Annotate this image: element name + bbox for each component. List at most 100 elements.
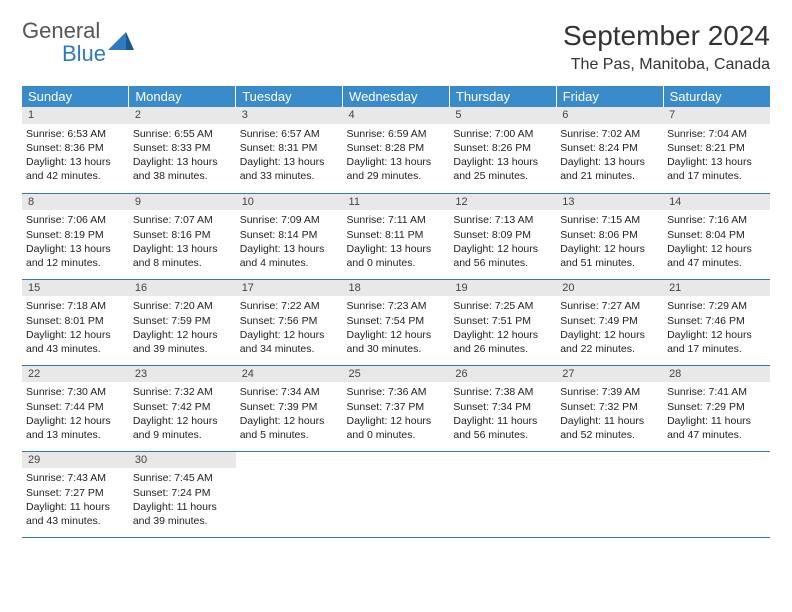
sunrise-text: Sunrise: 7:36 AM xyxy=(347,385,446,399)
sunset-text: Sunset: 7:49 PM xyxy=(560,314,659,328)
day-number: 22 xyxy=(22,366,129,383)
sunset-text: Sunset: 8:28 PM xyxy=(347,141,446,155)
daylight-text: and 56 minutes. xyxy=(453,428,552,442)
day-number: 10 xyxy=(236,194,343,211)
sunrise-text: Sunrise: 7:38 AM xyxy=(453,385,552,399)
logo-text-general: General xyxy=(22,18,100,43)
day-number: 17 xyxy=(236,280,343,297)
daylight-text: Daylight: 13 hours xyxy=(347,155,446,169)
sunrise-text: Sunrise: 7:20 AM xyxy=(133,299,232,313)
calendar-cell: 20Sunrise: 7:27 AMSunset: 7:49 PMDayligh… xyxy=(556,279,663,365)
weekday-wednesday: Wednesday xyxy=(343,86,450,107)
weekday-monday: Monday xyxy=(129,86,236,107)
calendar-cell: 25Sunrise: 7:36 AMSunset: 7:37 PMDayligh… xyxy=(343,365,450,451)
sunset-text: Sunset: 7:56 PM xyxy=(240,314,339,328)
day-number: 23 xyxy=(129,366,236,383)
sunset-text: Sunset: 8:01 PM xyxy=(26,314,125,328)
title-block: September 2024 The Pas, Manitoba, Canada xyxy=(563,20,770,74)
sunset-text: Sunset: 7:42 PM xyxy=(133,400,232,414)
sunrise-text: Sunrise: 6:59 AM xyxy=(347,127,446,141)
daylight-text: Daylight: 12 hours xyxy=(453,328,552,342)
logo-text-blue: Blue xyxy=(62,41,106,66)
weekday-thursday: Thursday xyxy=(449,86,556,107)
daylight-text: Daylight: 13 hours xyxy=(240,242,339,256)
calendar-cell: 23Sunrise: 7:32 AMSunset: 7:42 PMDayligh… xyxy=(129,365,236,451)
daylight-text: and 47 minutes. xyxy=(667,428,766,442)
sunrise-text: Sunrise: 7:27 AM xyxy=(560,299,659,313)
daylight-text: and 0 minutes. xyxy=(347,256,446,270)
daylight-text: and 39 minutes. xyxy=(133,514,232,528)
month-title: September 2024 xyxy=(563,20,770,52)
calendar-cell: 18Sunrise: 7:23 AMSunset: 7:54 PMDayligh… xyxy=(343,279,450,365)
sunset-text: Sunset: 7:29 PM xyxy=(667,400,766,414)
calendar-cell: 7Sunrise: 7:04 AMSunset: 8:21 PMDaylight… xyxy=(663,107,770,193)
calendar-cell xyxy=(449,451,556,537)
calendar-cell: 1Sunrise: 6:53 AMSunset: 8:36 PMDaylight… xyxy=(22,107,129,193)
sunrise-text: Sunrise: 7:07 AM xyxy=(133,213,232,227)
day-number: 14 xyxy=(663,194,770,211)
sunrise-text: Sunrise: 7:16 AM xyxy=(667,213,766,227)
calendar-cell: 9Sunrise: 7:07 AMSunset: 8:16 PMDaylight… xyxy=(129,193,236,279)
calendar-cell: 2Sunrise: 6:55 AMSunset: 8:33 PMDaylight… xyxy=(129,107,236,193)
day-number: 6 xyxy=(556,107,663,124)
calendar-cell: 10Sunrise: 7:09 AMSunset: 8:14 PMDayligh… xyxy=(236,193,343,279)
calendar-cell xyxy=(236,451,343,537)
calendar-cell: 21Sunrise: 7:29 AMSunset: 7:46 PMDayligh… xyxy=(663,279,770,365)
weekday-friday: Friday xyxy=(556,86,663,107)
daylight-text: Daylight: 13 hours xyxy=(26,242,125,256)
calendar-row: 15Sunrise: 7:18 AMSunset: 8:01 PMDayligh… xyxy=(22,279,770,365)
sunrise-text: Sunrise: 7:45 AM xyxy=(133,471,232,485)
daylight-text: and 33 minutes. xyxy=(240,169,339,183)
sunrise-text: Sunrise: 7:04 AM xyxy=(667,127,766,141)
sunset-text: Sunset: 8:26 PM xyxy=(453,141,552,155)
calendar-cell: 5Sunrise: 7:00 AMSunset: 8:26 PMDaylight… xyxy=(449,107,556,193)
daylight-text: and 30 minutes. xyxy=(347,342,446,356)
daylight-text: and 38 minutes. xyxy=(133,169,232,183)
daylight-text: Daylight: 12 hours xyxy=(240,414,339,428)
daylight-text: and 39 minutes. xyxy=(133,342,232,356)
calendar-table: Sunday Monday Tuesday Wednesday Thursday… xyxy=(22,86,770,538)
sunset-text: Sunset: 8:33 PM xyxy=(133,141,232,155)
sunset-text: Sunset: 7:46 PM xyxy=(667,314,766,328)
daylight-text: Daylight: 12 hours xyxy=(560,242,659,256)
sunset-text: Sunset: 7:32 PM xyxy=(560,400,659,414)
calendar-cell: 4Sunrise: 6:59 AMSunset: 8:28 PMDaylight… xyxy=(343,107,450,193)
day-number: 11 xyxy=(343,194,450,211)
sunrise-text: Sunrise: 7:22 AM xyxy=(240,299,339,313)
daylight-text: and 9 minutes. xyxy=(133,428,232,442)
calendar-cell: 27Sunrise: 7:39 AMSunset: 7:32 PMDayligh… xyxy=(556,365,663,451)
calendar-cell: 22Sunrise: 7:30 AMSunset: 7:44 PMDayligh… xyxy=(22,365,129,451)
daylight-text: and 34 minutes. xyxy=(240,342,339,356)
sunrise-text: Sunrise: 7:02 AM xyxy=(560,127,659,141)
sunrise-text: Sunrise: 7:39 AM xyxy=(560,385,659,399)
daylight-text: and 52 minutes. xyxy=(560,428,659,442)
daylight-text: and 26 minutes. xyxy=(453,342,552,356)
daylight-text: Daylight: 11 hours xyxy=(453,414,552,428)
daylight-text: and 29 minutes. xyxy=(347,169,446,183)
sunset-text: Sunset: 7:59 PM xyxy=(133,314,232,328)
sunset-text: Sunset: 8:31 PM xyxy=(240,141,339,155)
daylight-text: Daylight: 13 hours xyxy=(667,155,766,169)
sunrise-text: Sunrise: 6:57 AM xyxy=(240,127,339,141)
daylight-text: Daylight: 12 hours xyxy=(560,328,659,342)
sunset-text: Sunset: 7:34 PM xyxy=(453,400,552,414)
calendar-cell: 30Sunrise: 7:45 AMSunset: 7:24 PMDayligh… xyxy=(129,451,236,537)
sunrise-text: Sunrise: 7:15 AM xyxy=(560,213,659,227)
sunset-text: Sunset: 7:44 PM xyxy=(26,400,125,414)
day-number: 29 xyxy=(22,452,129,469)
sunrise-text: Sunrise: 7:29 AM xyxy=(667,299,766,313)
calendar-cell: 24Sunrise: 7:34 AMSunset: 7:39 PMDayligh… xyxy=(236,365,343,451)
day-number: 2 xyxy=(129,107,236,124)
sunrise-text: Sunrise: 6:53 AM xyxy=(26,127,125,141)
daylight-text: Daylight: 12 hours xyxy=(667,242,766,256)
daylight-text: and 43 minutes. xyxy=(26,342,125,356)
sunset-text: Sunset: 8:04 PM xyxy=(667,228,766,242)
sunrise-text: Sunrise: 7:09 AM xyxy=(240,213,339,227)
sunrise-text: Sunrise: 7:43 AM xyxy=(26,471,125,485)
calendar-cell: 8Sunrise: 7:06 AMSunset: 8:19 PMDaylight… xyxy=(22,193,129,279)
daylight-text: Daylight: 12 hours xyxy=(347,328,446,342)
daylight-text: Daylight: 11 hours xyxy=(560,414,659,428)
calendar-cell: 13Sunrise: 7:15 AMSunset: 8:06 PMDayligh… xyxy=(556,193,663,279)
sunrise-text: Sunrise: 7:32 AM xyxy=(133,385,232,399)
calendar-cell: 6Sunrise: 7:02 AMSunset: 8:24 PMDaylight… xyxy=(556,107,663,193)
